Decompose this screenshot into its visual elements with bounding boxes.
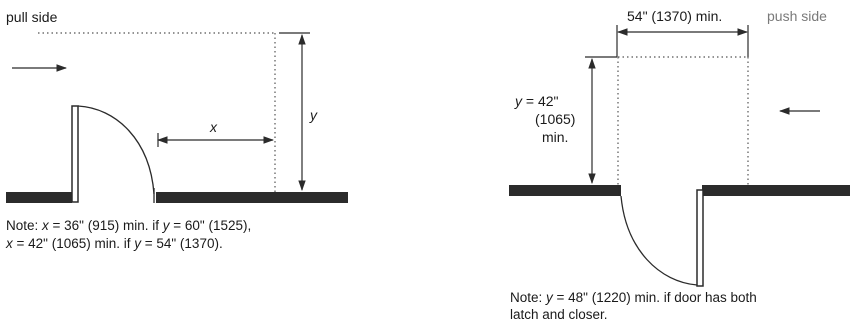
right-diagram-push-side: push side 54" (1370) min. y = 42" (1065)… bbox=[509, 8, 850, 322]
door-swing-arc bbox=[77, 105, 155, 195]
left-diagram-pull-side: pull side x y Note: x = 36" (915) min. i… bbox=[5, 9, 348, 251]
width-dimension-label: 54" (1370) min. bbox=[627, 8, 722, 24]
y-dimension-label-line-1: y = 42" bbox=[514, 93, 559, 109]
x-dimension-label: x bbox=[209, 119, 218, 135]
right-note-line-1: Note: y = 48" (1220) min. if door has bo… bbox=[510, 290, 757, 305]
door-swing-arc bbox=[620, 195, 698, 286]
y-dimension-label-line-2: (1065) bbox=[535, 111, 575, 127]
y-dimension-label-line-3: min. bbox=[542, 129, 568, 145]
wall-right-segment bbox=[702, 185, 850, 196]
wall-left-segment bbox=[6, 192, 72, 203]
wall-left-segment bbox=[509, 185, 621, 196]
push-side-label: push side bbox=[767, 8, 827, 24]
right-note-line-2: latch and closer. bbox=[510, 307, 608, 322]
left-note-line-1: Note: x = 36" (915) min. if y = 60" (152… bbox=[6, 218, 251, 233]
left-note-line-2: x = 42" (1065) min. if y = 54" (1370). bbox=[5, 236, 223, 251]
door-leaf-open bbox=[71, 105, 79, 203]
pull-side-label: pull side bbox=[6, 9, 58, 25]
y-dimension-label: y bbox=[309, 107, 318, 123]
wall-right-segment bbox=[156, 192, 348, 203]
door-leaf-open bbox=[696, 189, 704, 287]
